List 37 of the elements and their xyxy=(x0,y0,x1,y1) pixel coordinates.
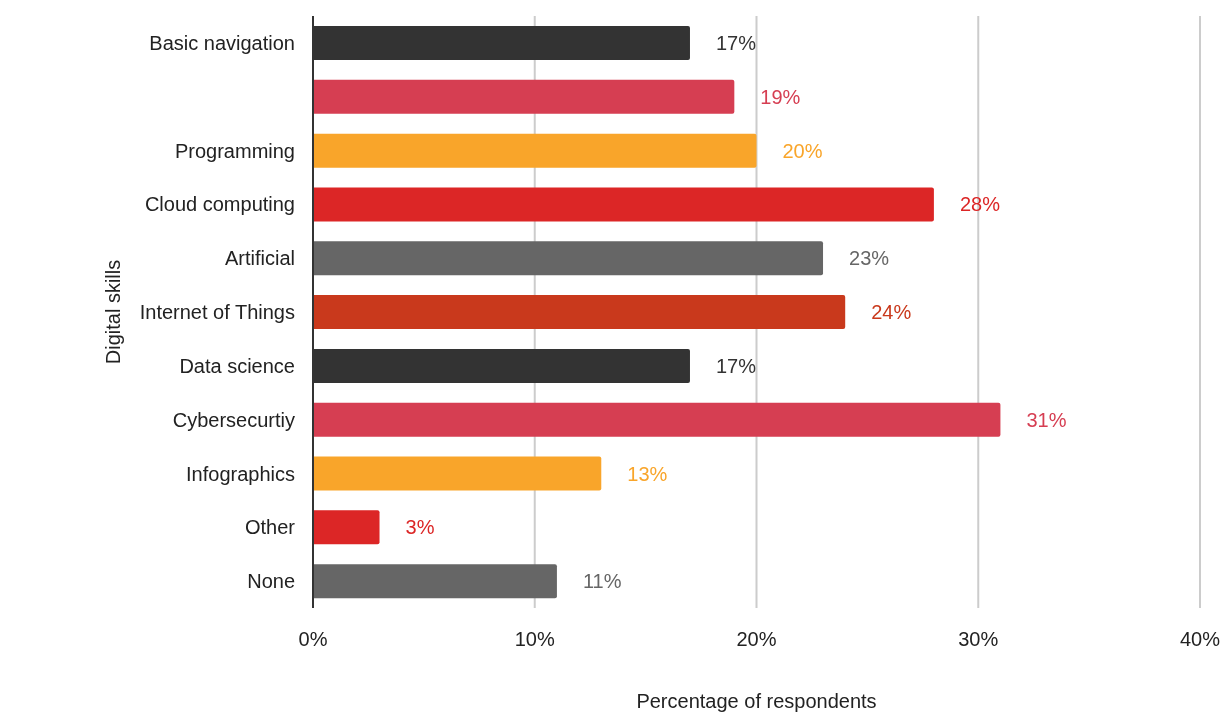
bar xyxy=(313,456,602,491)
y-tick-label: Internet of Things xyxy=(139,301,295,324)
bar xyxy=(313,241,824,276)
y-tick-label: Artificial xyxy=(224,247,295,270)
data-label: 24% xyxy=(871,301,912,324)
data-label: 3% xyxy=(405,516,435,539)
x-tick-label: 20% xyxy=(736,628,777,651)
y-tick-label: Basic navigation xyxy=(149,32,295,55)
bar xyxy=(313,79,735,114)
bar xyxy=(313,295,846,330)
bar xyxy=(313,402,1001,437)
x-axis-title: Percentage of respondents xyxy=(636,690,877,712)
y-tick-label: Other xyxy=(244,516,296,539)
data-label: 11% xyxy=(582,570,622,593)
bar xyxy=(313,187,934,222)
data-label: 13% xyxy=(627,462,668,485)
data-label: 17% xyxy=(715,354,757,377)
x-tick-label: 10% xyxy=(514,628,555,651)
y-tick-label: None xyxy=(247,570,295,593)
y-tick-label: Cybersecurtiy xyxy=(172,408,295,431)
data-label: 23% xyxy=(849,247,890,270)
data-label: 17% xyxy=(715,32,757,54)
y-tick-label: Cloud computing xyxy=(144,193,295,216)
y-tick-label: Programming xyxy=(174,139,295,162)
data-label: 20% xyxy=(782,139,823,162)
y-axis-title: Digital skills xyxy=(102,259,125,365)
x-tick-label: 40% xyxy=(1179,628,1221,651)
data-label: 28% xyxy=(959,193,1001,216)
x-tick-label: 30% xyxy=(958,628,999,651)
bar xyxy=(313,133,757,168)
data-label: 31% xyxy=(1026,408,1067,431)
y-tick-label: Data science xyxy=(179,354,295,377)
data-label: 19% xyxy=(760,85,801,108)
bar xyxy=(313,510,380,545)
x-tick-label: 0% xyxy=(298,628,328,651)
bar xyxy=(313,564,557,599)
y-tick-label: Infographics xyxy=(186,462,295,485)
